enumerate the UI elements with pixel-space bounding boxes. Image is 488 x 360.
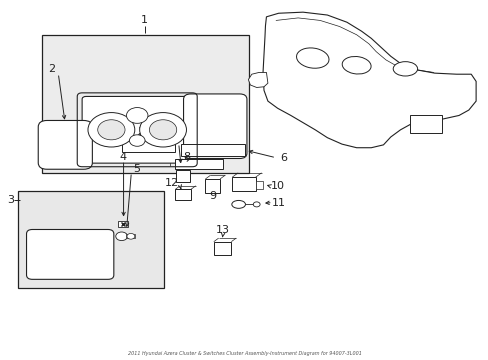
Text: 5: 5 (132, 164, 140, 174)
Text: 6: 6 (280, 153, 286, 163)
Bar (232, 177, 255, 192)
Circle shape (116, 232, 127, 240)
Text: 10: 10 (270, 181, 284, 192)
Circle shape (149, 120, 176, 140)
Text: 2: 2 (48, 64, 55, 74)
Polygon shape (263, 12, 475, 148)
Circle shape (88, 113, 135, 147)
Ellipse shape (296, 48, 328, 68)
Bar (175, 159, 223, 169)
Bar (213, 242, 231, 255)
Circle shape (253, 202, 260, 207)
Text: 7: 7 (168, 135, 176, 145)
Text: 4: 4 (119, 152, 126, 162)
Ellipse shape (342, 57, 370, 74)
Ellipse shape (231, 201, 245, 208)
Bar (42, 35, 249, 173)
Bar (181, 144, 244, 156)
Bar (175, 189, 190, 200)
Text: 13: 13 (215, 225, 229, 235)
Text: 8: 8 (183, 152, 190, 162)
FancyBboxPatch shape (38, 121, 92, 169)
Bar (409, 116, 441, 134)
Circle shape (98, 120, 125, 140)
Text: 11: 11 (271, 198, 285, 208)
Text: 3: 3 (7, 195, 14, 205)
Ellipse shape (392, 62, 417, 76)
Bar (126, 234, 135, 238)
Polygon shape (248, 72, 267, 87)
Circle shape (127, 233, 135, 239)
Circle shape (140, 113, 186, 147)
Text: 1: 1 (141, 15, 148, 26)
Bar (255, 181, 262, 189)
Circle shape (129, 135, 145, 146)
Text: 9: 9 (209, 191, 216, 201)
Text: 12: 12 (165, 177, 179, 188)
Bar (118, 221, 128, 226)
FancyBboxPatch shape (82, 96, 192, 163)
Text: 2011 Hyundai Azera Cluster & Switches Cluster Assembly-Instrument Diagram for 94: 2011 Hyundai Azera Cluster & Switches Cl… (127, 351, 361, 356)
FancyBboxPatch shape (26, 229, 114, 279)
Bar (205, 179, 220, 193)
FancyBboxPatch shape (122, 137, 174, 152)
FancyBboxPatch shape (183, 94, 246, 158)
Text: 14: 14 (137, 127, 151, 136)
Bar (18, 191, 163, 288)
Circle shape (126, 108, 148, 123)
Bar (175, 170, 190, 182)
